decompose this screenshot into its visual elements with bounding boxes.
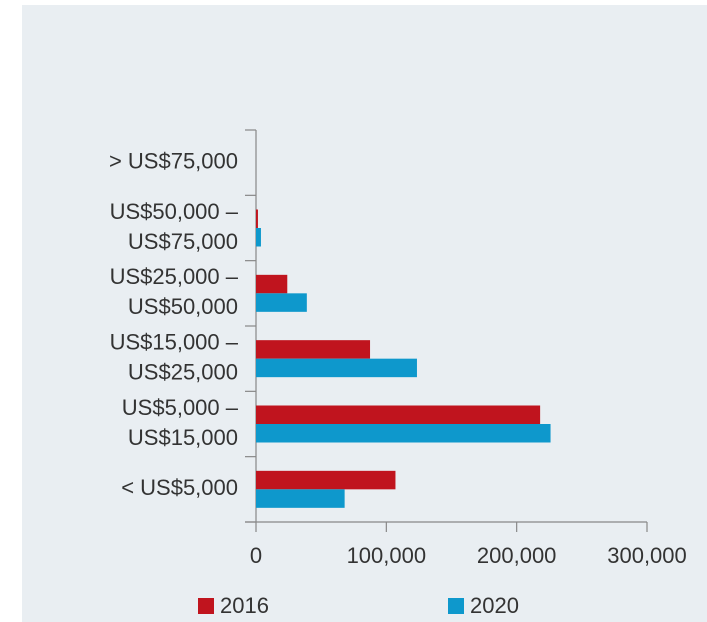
y-tick-label: US$25,000 [128,359,238,384]
x-tick-label: 0 [250,543,262,568]
legend-swatch [198,598,214,614]
legend-label: 2016 [220,593,269,618]
legend-label: 2020 [470,593,519,618]
x-tick-label: 300,000 [607,543,687,568]
bar [256,209,258,228]
x-tick-label: 100,000 [347,543,427,568]
y-tick-label: < US$5,000 [121,475,238,500]
bar [256,228,261,247]
x-tick-label: 200,000 [477,543,557,568]
y-tick-label: US$50,000 [128,294,238,319]
y-tick-label: US$75,000 [128,229,238,254]
bar [256,424,551,443]
bar [256,293,307,312]
y-tick-label: US$50,000 – [110,199,239,224]
bar [256,470,396,490]
bar [256,274,288,294]
bar [256,489,345,508]
bar [256,358,417,378]
chart-panel [22,5,707,622]
bar [256,405,541,424]
bar [256,340,371,359]
y-tick-label: > US$75,000 [109,148,238,173]
y-tick-label: US$25,000 – [110,264,239,289]
y-tick-label: US$15,000 – [110,329,239,354]
y-tick-label: US$15,000 [128,425,238,450]
y-tick-label: US$5,000 – [122,395,239,420]
legend-swatch [448,598,464,614]
